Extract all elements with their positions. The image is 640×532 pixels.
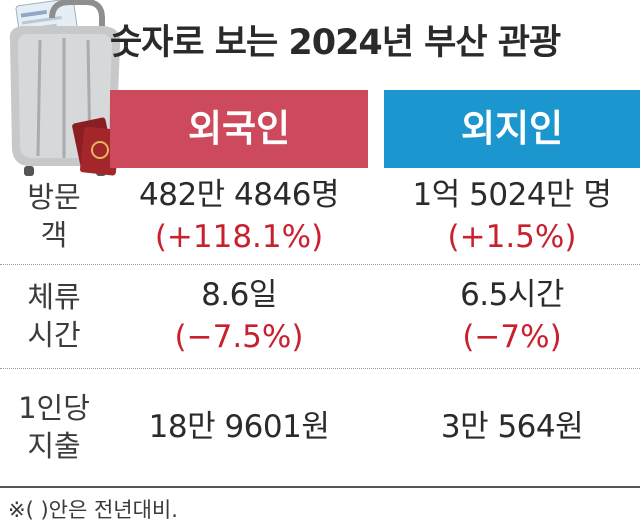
domestic-spending-value: 3만 564원 (440, 409, 584, 445)
foreign-stay-change: (−7.5%) (174, 319, 304, 355)
cell-domestic-visitors: 1억 5024만 명 (+1.5%) (384, 170, 640, 262)
row-label-spending: 1인당지출 (0, 370, 108, 484)
domestic-stay-change: (−7%) (462, 319, 562, 355)
row-divider (0, 264, 640, 265)
column-header-domestic: 외지인 (384, 90, 640, 168)
page-title: 숫자로 보는 2024년 부산 관광 (110, 23, 561, 63)
row-label-text: 체류시간 (27, 280, 81, 352)
column-header-foreign: 외국인 (110, 90, 368, 168)
foreign-stay-value: 8.6일 (201, 277, 277, 313)
row-label-text: 1인당지출 (18, 391, 90, 463)
domestic-visitors-value: 1억 5024만 명 (412, 177, 612, 213)
luggage-illustration (9, 0, 121, 176)
domestic-visitors-change: (+1.5%) (447, 219, 577, 255)
cell-domestic-spending: 3만 564원 (384, 370, 640, 484)
row-label-stay: 체류시간 (0, 266, 108, 366)
footnote: ※( )안은 전년대비. (8, 498, 178, 522)
cell-domestic-stay: 6.5시간 (−7%) (384, 266, 640, 366)
row-divider (0, 368, 640, 369)
table-bottom-rule (0, 486, 640, 488)
cell-foreign-spending: 18만 9601원 (110, 370, 368, 484)
row-label-visitors: 방문객 (0, 170, 108, 262)
domestic-stay-value: 6.5시간 (460, 277, 564, 313)
row-label-text: 방문객 (27, 180, 81, 252)
foreign-visitors-change: (+118.1%) (154, 219, 324, 255)
cell-foreign-stay: 8.6일 (−7.5%) (110, 266, 368, 366)
foreign-spending-value: 18만 9601원 (148, 409, 330, 445)
cell-foreign-visitors: 482만 4846명 (+118.1%) (110, 170, 368, 262)
foreign-visitors-value: 482만 4846명 (139, 177, 339, 213)
